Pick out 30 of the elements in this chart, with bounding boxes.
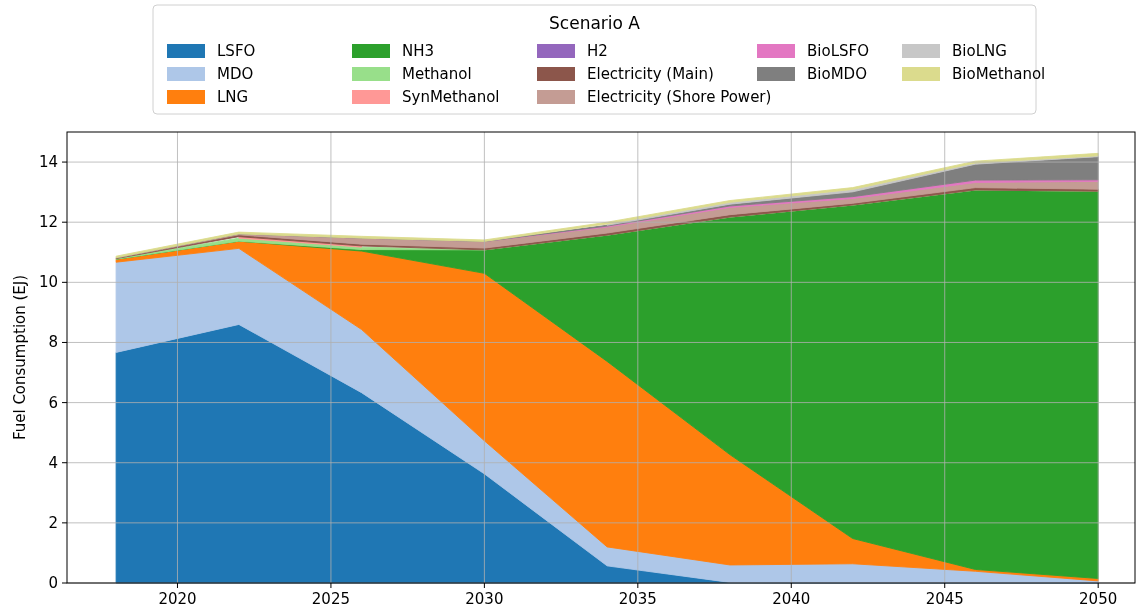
x-tick-label: 2040: [772, 590, 811, 607]
y-tick-label: 8: [48, 333, 58, 352]
x-tick-label: 2030: [465, 590, 504, 607]
y-tick-label: 2: [48, 513, 58, 532]
y-axis-title: Fuel Consumption (EJ): [11, 274, 29, 441]
legend-title: Scenario A: [549, 13, 641, 33]
x-tick-label: 2035: [618, 590, 657, 607]
x-tick-label: 2050: [1079, 590, 1118, 607]
y-tick-label: 4: [48, 453, 58, 472]
legend-label: MDO: [217, 65, 254, 83]
legend-label: H2: [587, 42, 608, 60]
legend-label: BioMethanol: [952, 65, 1046, 83]
x-tick-label: 2045: [925, 590, 964, 607]
legend-label: SynMethanol: [402, 88, 500, 106]
legend-label: LNG: [217, 88, 249, 106]
y-tick-label: 14: [38, 153, 58, 172]
x-tick-label: 2020: [158, 590, 197, 607]
legend-label: BioLNG: [952, 42, 1007, 60]
legend-label: Electricity (Main): [587, 65, 714, 83]
legend-label: LSFO: [217, 42, 256, 60]
y-tick-label: 12: [38, 213, 58, 232]
y-tick-label: 10: [38, 273, 58, 292]
legend-label: Methanol: [402, 65, 472, 83]
legend-label: BioMDO: [807, 65, 867, 83]
legend-label: NH3: [402, 42, 435, 60]
legend-label: Electricity (Shore Power): [587, 88, 772, 106]
legend-label: BioLSFO: [807, 42, 869, 60]
y-tick-label: 6: [48, 393, 58, 412]
y-tick-label: 0: [48, 574, 58, 592]
x-tick-label: 2025: [311, 590, 351, 607]
